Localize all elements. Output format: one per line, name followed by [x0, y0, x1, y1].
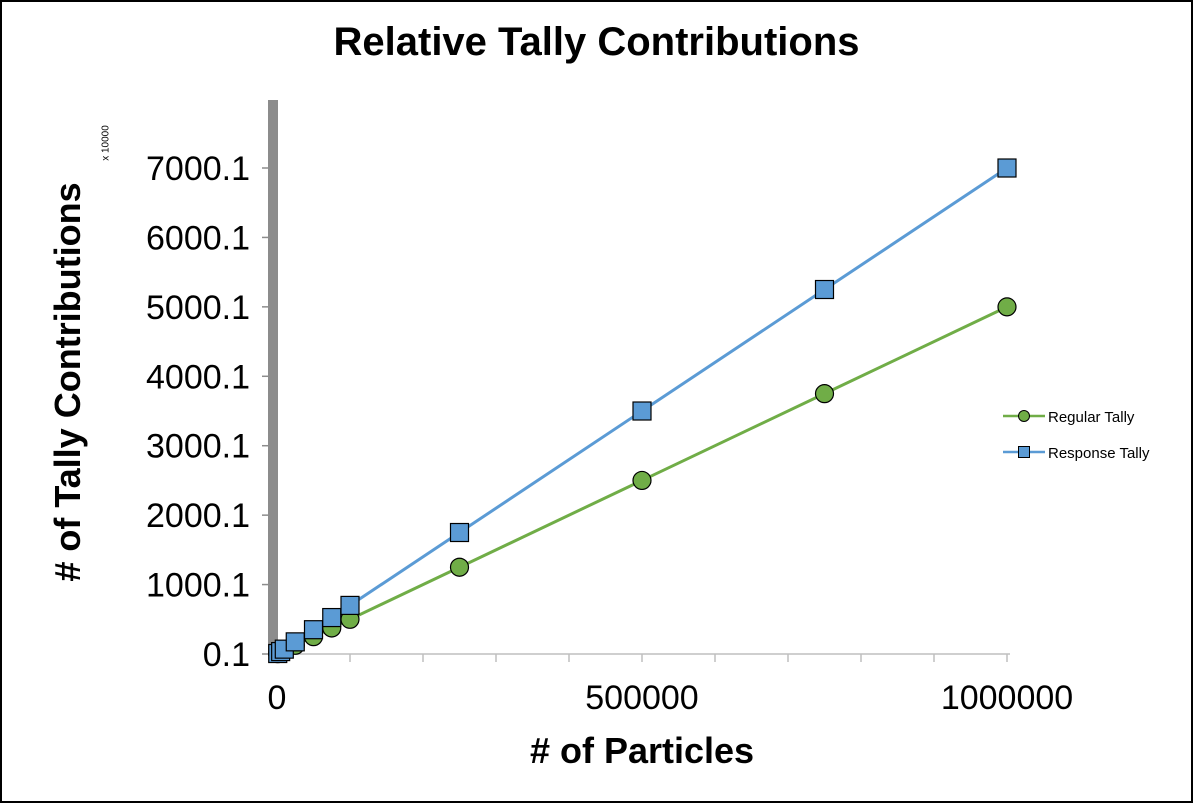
chart-title: Relative Tally Contributions — [333, 20, 860, 64]
y-tick-label: 1000.1 — [146, 567, 250, 605]
legend-label-regular-tally: Regular Tally — [1048, 409, 1135, 426]
x-tick-label: 1000000 — [941, 679, 1073, 717]
y-tick-label: 6000.1 — [146, 219, 250, 257]
data-point-response-tally — [303, 620, 324, 640]
y-tick-label: 4000.1 — [146, 358, 250, 396]
data-point-response-tally — [632, 401, 652, 421]
x-tick-label: 500000 — [585, 679, 698, 717]
x-tick-label: 0 — [268, 679, 287, 717]
y-tick-label: 5000.1 — [146, 289, 250, 327]
y-tick-label: 3000.1 — [146, 428, 250, 466]
x-axis-title: # of Particles — [529, 730, 755, 771]
legend-entry-regular-tally: Regular Tally — [1003, 409, 1135, 426]
data-point-response-tally — [997, 158, 1017, 178]
legend-label-response-tally: Response Tally — [1048, 445, 1150, 462]
data-point-regular-tally — [814, 384, 835, 404]
legend-entry-response-tally: Response Tally — [1003, 445, 1150, 462]
data-point-regular-tally — [449, 557, 470, 577]
data-point-response-tally — [340, 595, 360, 616]
data-point-response-tally — [285, 632, 305, 652]
y-tick-label: 0.1 — [203, 636, 250, 674]
legend-marker-response-tally — [1018, 446, 1030, 458]
y-tick-label: 7000.1 — [146, 150, 250, 188]
data-point-response-tally — [449, 522, 470, 543]
y-axis-line — [268, 100, 278, 656]
data-point-regular-tally — [997, 297, 1017, 317]
legend-marker-regular-tally — [1018, 410, 1030, 422]
data-point-response-tally — [322, 607, 342, 628]
y-tick-label: 2000.1 — [146, 497, 250, 535]
data-point-regular-tally — [632, 470, 652, 491]
data-point-response-tally — [814, 279, 835, 300]
